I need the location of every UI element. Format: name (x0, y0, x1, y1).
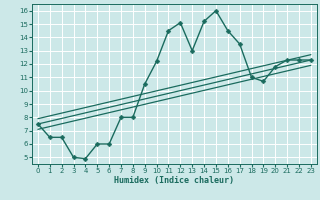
X-axis label: Humidex (Indice chaleur): Humidex (Indice chaleur) (115, 176, 234, 185)
